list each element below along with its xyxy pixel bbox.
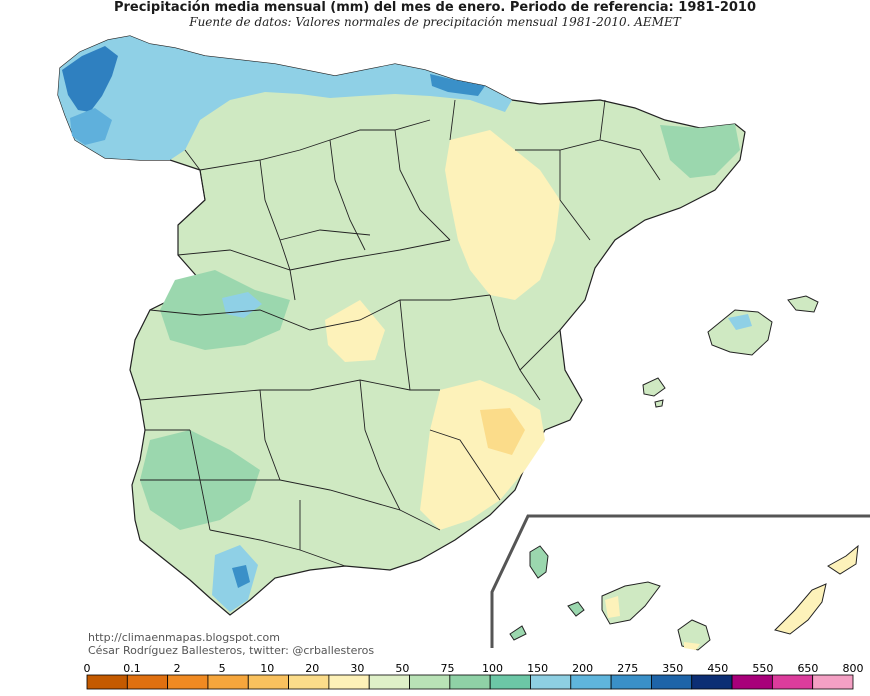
legend-swatch	[731, 674, 773, 690]
credit-author: César Rodríguez Ballesteros, twitter: @c…	[88, 644, 375, 657]
legend-swatch	[288, 674, 330, 690]
legend-tick-label: 550	[752, 662, 773, 675]
legend-tick-label: 0	[84, 662, 91, 675]
legend-swatch	[328, 674, 370, 690]
southeast-drier-core	[480, 408, 525, 455]
legend-tick-label: 650	[797, 662, 818, 675]
canary-inset-frame	[490, 514, 870, 648]
legend-tick-label: 100	[482, 662, 503, 675]
grazalema-core	[232, 565, 250, 588]
legend-swatch	[167, 674, 209, 690]
north-wet-band	[58, 36, 512, 160]
ebro-dry-zone	[445, 130, 560, 300]
legend-tick-label: 350	[662, 662, 683, 675]
mallorca-wet-patch	[728, 314, 752, 330]
legend-tick-label: 150	[527, 662, 548, 675]
mallorca	[707, 309, 773, 356]
legend-tick-label: 275	[617, 662, 638, 675]
tenerife-dry	[605, 596, 620, 618]
legend-swatch	[610, 674, 652, 690]
basque-high-precip	[430, 74, 485, 96]
legend-swatch	[651, 674, 693, 690]
legend-swatch	[368, 674, 410, 690]
legend-swatch	[771, 674, 814, 690]
legend-swatch	[247, 674, 289, 690]
galicia-high-precip	[62, 46, 118, 112]
legend-tick-label: 30	[350, 662, 364, 675]
rias-high-precip	[70, 108, 112, 145]
legend-swatch	[207, 674, 249, 690]
legend-swatch	[530, 674, 572, 690]
legend-tick-label: 75	[440, 662, 454, 675]
grazalema-high-precip	[212, 545, 258, 612]
legend-tick-label: 5	[219, 662, 226, 675]
legend-tick-label: 200	[572, 662, 593, 675]
map-subtitle: Fuente de datos: Valores normales de pre…	[189, 15, 681, 29]
gran-canaria-dry	[684, 642, 700, 650]
legend-swatch	[86, 674, 128, 690]
el-hierro	[509, 625, 527, 641]
fuerteventura	[774, 583, 827, 635]
formentera	[654, 399, 664, 408]
legend-swatch	[126, 674, 169, 690]
legend-tick-label: 800	[843, 662, 864, 675]
legend-swatch	[409, 674, 451, 690]
legend-tick-label: 20	[305, 662, 319, 675]
credit-url[interactable]: http://climaenmapas.blogspot.com	[88, 631, 280, 644]
legend-tick-label: 2	[174, 662, 181, 675]
ibiza	[642, 377, 666, 397]
province-borders	[139, 99, 661, 567]
legend-swatch	[489, 674, 531, 690]
legend-tick-label: 450	[707, 662, 728, 675]
catalonia-wet-patch	[660, 124, 740, 178]
legend-swatch	[449, 674, 491, 690]
legend-tick-label: 10	[260, 662, 274, 675]
legend-swatch	[570, 674, 612, 690]
legend-tick-label: 0.1	[123, 662, 141, 675]
legend-swatch	[812, 674, 854, 690]
lanzarote	[827, 544, 859, 575]
legend-tick-label: 50	[395, 662, 409, 675]
gredos-wet-patch	[222, 292, 262, 318]
menorca	[787, 295, 819, 313]
la-gomera	[567, 601, 585, 617]
legend-swatch	[691, 674, 733, 690]
la-palma	[529, 545, 549, 579]
map-title: Precipitación media mensual (mm) del mes…	[113, 0, 757, 15]
